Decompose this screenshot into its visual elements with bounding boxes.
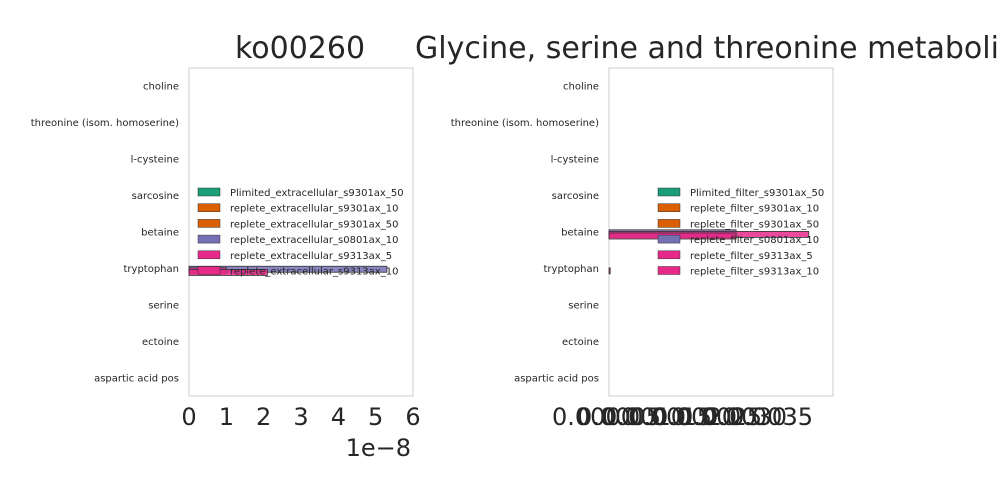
plot-frame (188, 67, 414, 397)
legend-swatch (197, 187, 221, 197)
legend-swatch (657, 266, 681, 275)
chart-title: Glycine, serine and threonine metabolism (415, 31, 1000, 66)
x-tick-label: 0.0025 (678, 403, 762, 431)
y-tick-label: choline (143, 82, 179, 93)
legend-label: replete_filter_s9313ax_5 (690, 251, 813, 262)
legend-label: replete_extracellular_s9313ax_5 (230, 251, 392, 262)
y-tick-label: betaine (561, 228, 599, 239)
y-tick-label: threonine (isom. homoserine) (31, 118, 179, 129)
legend-label: replete_filter_s0801ax_10 (690, 235, 819, 246)
right-chart-panel: Glycine, serine and threonine metabolism… (415, 31, 1000, 431)
x-tick-label: 0.0010 (602, 403, 686, 431)
x-offset-label: 1e−8 (346, 434, 411, 462)
legend-swatch (197, 266, 221, 275)
legend-swatch (657, 203, 681, 212)
legend-swatch (657, 234, 681, 244)
y-tick-label: ectoine (142, 337, 179, 348)
x-tick-label: 3 (293, 403, 308, 431)
legend-swatch (197, 234, 221, 244)
legend-label: replete_filter_s9301ax_50 (690, 219, 819, 230)
x-tick-label: 6 (405, 403, 420, 431)
legend-label: replete_extracellular_s9301ax_10 (230, 204, 398, 215)
y-tick-label: sarcosine (132, 191, 179, 202)
legend-swatch (657, 187, 681, 197)
x-tick-label: 0 (181, 403, 196, 431)
legend-swatch (657, 250, 681, 260)
y-tick-label: threonine (isom. homoserine) (451, 118, 599, 129)
y-tick-label: aspartic acid pos (514, 373, 599, 384)
y-tick-label: serine (148, 300, 179, 311)
legend-label: replete_extracellular_s0801ax_10 (230, 235, 398, 246)
legend-label: replete_extracellular_s9313ax_10 (230, 267, 398, 278)
bar (188, 269, 268, 276)
chart-title: ko00260 (235, 31, 365, 66)
legend-swatch (197, 250, 221, 260)
y-tick-label: l-cysteine (131, 155, 179, 166)
x-tick-label: 2 (256, 403, 271, 431)
legend-label: Plimited_filter_s9301ax_50 (690, 188, 824, 199)
x-tick-label: 0.0000 (552, 403, 636, 431)
x-tick-label: 0.0030 (703, 403, 787, 431)
y-tick-label: ectoine (562, 337, 599, 348)
legend-label: replete_filter_s9301ax_10 (690, 204, 819, 215)
legend-label: replete_filter_s9313ax_10 (690, 267, 819, 278)
y-tick-label: aspartic acid pos (94, 373, 179, 384)
y-tick-label: tryptophan (124, 264, 180, 275)
x-tick-label: 1 (219, 403, 234, 431)
y-tick-label: betaine (141, 228, 179, 239)
y-tick-label: tryptophan (544, 264, 600, 275)
legend-swatch (197, 203, 221, 212)
left-chart-panel: ko00260 choline threonine (isom. homoserin… (31, 31, 421, 462)
x-tick-label: 0.0035 (729, 403, 813, 431)
y-tick-label: choline (563, 82, 599, 93)
legend-swatch (197, 219, 221, 228)
legend-label: Plimited_extracellular_s9301ax_50 (230, 188, 404, 199)
x-tick-label: 4 (331, 403, 346, 431)
bar (608, 267, 611, 275)
y-tick-label: l-cysteine (551, 155, 599, 166)
legend-swatch (657, 219, 681, 228)
legend-label: replete_extracellular_s9301ax_50 (230, 219, 398, 230)
x-tick-label: 5 (368, 403, 383, 431)
x-tick-label: 0.0020 (653, 403, 737, 431)
y-tick-label: sarcosine (552, 191, 599, 202)
y-tick-label: serine (568, 300, 599, 311)
x-tick-label: 0.0005 (577, 403, 661, 431)
x-tick-label: 0.0015 (628, 403, 712, 431)
